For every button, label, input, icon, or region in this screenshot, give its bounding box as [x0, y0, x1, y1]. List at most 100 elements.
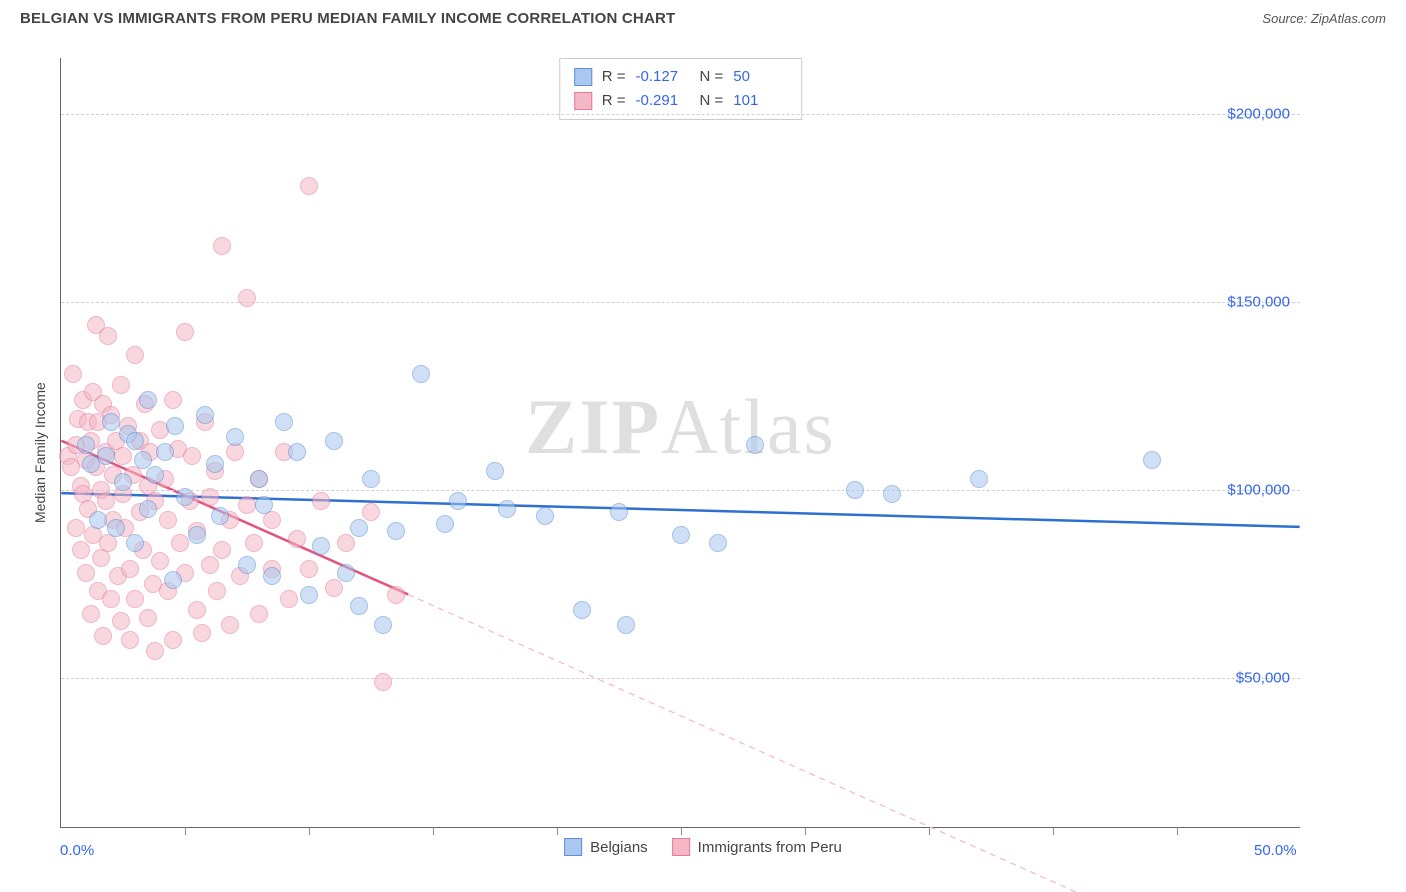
n-value: 101	[733, 89, 787, 113]
data-point	[121, 631, 139, 649]
data-point	[126, 590, 144, 608]
data-point	[67, 519, 85, 537]
data-point	[325, 579, 343, 597]
data-point	[498, 500, 516, 518]
data-point	[213, 541, 231, 559]
data-point	[112, 612, 130, 630]
data-point	[64, 365, 82, 383]
y-tick-label: $50,000	[1236, 669, 1290, 686]
data-point	[250, 605, 268, 623]
x-tick	[557, 827, 558, 835]
data-point	[146, 642, 164, 660]
chart-title: BELGIAN VS IMMIGRANTS FROM PERU MEDIAN F…	[20, 10, 675, 27]
data-point	[672, 526, 690, 544]
data-point	[350, 519, 368, 537]
data-point	[387, 586, 405, 604]
data-point	[275, 413, 293, 431]
data-point	[196, 406, 214, 424]
data-point	[1143, 451, 1161, 469]
data-point	[146, 466, 164, 484]
data-point	[166, 417, 184, 435]
x-max-label: 50.0%	[1254, 842, 1297, 859]
data-point	[337, 564, 355, 582]
stats-legend: R =-0.127N =50R =-0.291N =101	[559, 58, 803, 120]
data-point	[176, 323, 194, 341]
data-point	[176, 488, 194, 506]
data-point	[300, 177, 318, 195]
data-point	[312, 492, 330, 510]
data-point	[208, 582, 226, 600]
series-legend: Belgians Immigrants from Peru	[564, 838, 842, 856]
data-point	[846, 481, 864, 499]
x-tick	[433, 827, 434, 835]
data-point	[134, 451, 152, 469]
data-point	[102, 590, 120, 608]
x-tick	[681, 827, 682, 835]
data-point	[107, 519, 125, 537]
data-point	[362, 470, 380, 488]
data-point	[112, 376, 130, 394]
y-axis-label: Median Family Income	[32, 382, 48, 523]
data-point	[883, 485, 901, 503]
data-point	[97, 447, 115, 465]
data-point	[188, 526, 206, 544]
data-point	[94, 627, 112, 645]
data-point	[89, 511, 107, 529]
data-point	[255, 496, 273, 514]
data-point	[288, 443, 306, 461]
data-point	[226, 428, 244, 446]
data-point	[300, 586, 318, 604]
data-point	[164, 571, 182, 589]
data-point	[709, 534, 727, 552]
n-label: N =	[700, 65, 724, 89]
data-point	[126, 534, 144, 552]
data-point	[156, 443, 174, 461]
chart-source: Source: ZipAtlas.com	[1262, 11, 1386, 26]
data-point	[350, 597, 368, 615]
correlation-chart: BELGIAN VS IMMIGRANTS FROM PERU MEDIAN F…	[10, 10, 1396, 882]
data-point	[126, 432, 144, 450]
data-point	[288, 530, 306, 548]
r-label: R =	[602, 65, 626, 89]
data-point	[449, 492, 467, 510]
data-point	[970, 470, 988, 488]
series-swatch	[574, 68, 592, 86]
data-point	[201, 556, 219, 574]
data-point	[300, 560, 318, 578]
data-point	[206, 455, 224, 473]
data-point	[97, 492, 115, 510]
data-point	[114, 473, 132, 491]
x-min-label: 0.0%	[60, 842, 94, 859]
legend-item: Belgians	[564, 838, 648, 856]
stats-row: R =-0.291N =101	[574, 89, 788, 113]
data-point	[238, 289, 256, 307]
data-point	[164, 631, 182, 649]
data-point	[250, 470, 268, 488]
data-point	[201, 488, 219, 506]
data-point	[183, 447, 201, 465]
r-value: -0.291	[636, 89, 690, 113]
data-point	[238, 496, 256, 514]
legend-label: Belgians	[590, 839, 648, 856]
gridline	[61, 678, 1300, 679]
y-tick-label: $200,000	[1227, 106, 1290, 123]
chart-header: BELGIAN VS IMMIGRANTS FROM PERU MEDIAN F…	[10, 10, 1396, 33]
data-point	[617, 616, 635, 634]
watermark: ZIPAtlas	[525, 382, 836, 472]
legend-label: Immigrants from Peru	[698, 839, 842, 856]
data-point	[213, 237, 231, 255]
data-point	[374, 673, 392, 691]
data-point	[82, 605, 100, 623]
data-point	[193, 624, 211, 642]
trend-lines	[61, 58, 1300, 827]
data-point	[280, 590, 298, 608]
data-point	[164, 391, 182, 409]
data-point	[151, 552, 169, 570]
data-point	[211, 507, 229, 525]
data-point	[436, 515, 454, 533]
plot-area: ZIPAtlas R =-0.127N =50R =-0.291N =101 $…	[60, 58, 1300, 828]
legend-item: Immigrants from Peru	[672, 838, 842, 856]
data-point	[263, 567, 281, 585]
data-point	[221, 616, 239, 634]
data-point	[325, 432, 343, 450]
